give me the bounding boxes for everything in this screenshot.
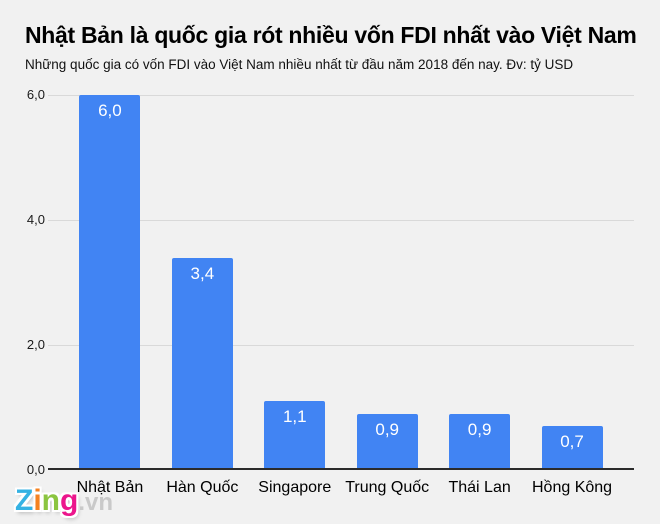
bar-value-label: 1,1 bbox=[282, 407, 307, 427]
y-tick-label: 2,0 bbox=[26, 337, 45, 352]
bar: 3,4 bbox=[171, 257, 233, 470]
zing-logo-letter: n bbox=[41, 484, 60, 517]
bar: 6,0 bbox=[79, 95, 141, 470]
zing-logo-letter: Z bbox=[15, 484, 34, 517]
x-category-label: Nhật Bản bbox=[76, 479, 144, 496]
bar-value-label: 3,4 bbox=[190, 263, 215, 283]
chart-subtitle: Những quốc gia có vốn FDI vào Việt Nam n… bbox=[25, 57, 574, 72]
plot-area: 6,0 3,4 1,1 0,9 0,9 0,7 bbox=[48, 95, 634, 470]
chart-title: Nhật Bản là quốc gia rót nhiều vốn FDI n… bbox=[25, 22, 637, 48]
x-category-label: Trung Quốc bbox=[345, 479, 430, 496]
x-category-label: Thái Lan bbox=[448, 479, 511, 496]
x-category-label: Singapore bbox=[258, 479, 332, 496]
bar-value-label: 0,9 bbox=[375, 419, 399, 439]
x-category-label: Hồng Kông bbox=[532, 479, 613, 496]
gridline bbox=[48, 95, 634, 96]
bar: 1,1 bbox=[264, 401, 326, 470]
x-axis-line bbox=[48, 468, 634, 470]
x-category-label: Hàn Quốc bbox=[166, 479, 239, 496]
bar-value-label: 6,0 bbox=[98, 101, 122, 120]
bar: 0,9 bbox=[356, 413, 418, 470]
gridline bbox=[48, 220, 634, 221]
zing-logo-letter: g bbox=[60, 484, 79, 517]
bar-value-label: 0,9 bbox=[467, 419, 492, 439]
bar-series: 6,0 3,4 1,1 0,9 0,9 0,7 bbox=[48, 95, 634, 470]
x-axis-labels: Nhật Bản Hàn Quốc Singapore Trung Quốc Thái … bbox=[48, 470, 634, 497]
y-tick-label: 4,0 bbox=[26, 212, 45, 227]
gridline bbox=[48, 345, 634, 346]
zing-logo-suffix: .vn bbox=[78, 489, 114, 516]
zing-logo: Zing.vn bbox=[15, 484, 113, 517]
bar: 0,9 bbox=[449, 413, 511, 470]
y-axis: 0,0 2,0 4,0 6,0 bbox=[0, 87, 45, 477]
bar-value-label: 0,7 bbox=[560, 432, 584, 452]
bar: 0,7 bbox=[541, 426, 603, 470]
zing-logo-letter: i bbox=[33, 484, 42, 517]
y-tick-label: 0,0 bbox=[26, 462, 45, 477]
y-tick-label: 6,0 bbox=[26, 87, 45, 102]
